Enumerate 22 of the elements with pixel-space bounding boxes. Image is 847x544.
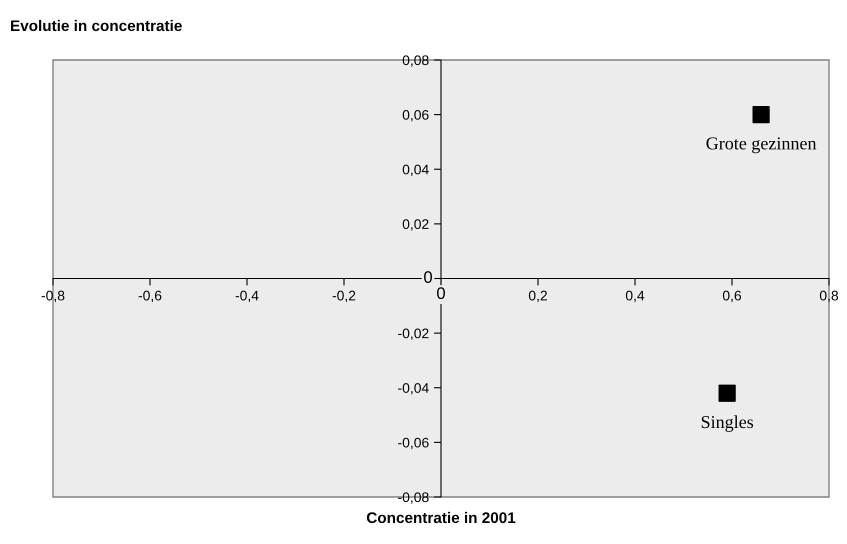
x-tick-label: 0,2 <box>528 290 547 302</box>
y-tick-label: 0,06 <box>402 110 429 122</box>
y-tick-label: 0,04 <box>402 164 429 176</box>
x-tick-label: 0,4 <box>626 290 644 302</box>
x-tick-label: 0,8 <box>820 290 838 302</box>
annotation: Grote gezinnen <box>706 137 816 154</box>
x-axis-title: Concentratie in 2001 <box>366 512 516 524</box>
y-tick-label: -0,06 <box>398 438 429 450</box>
x-tick-label: 0 <box>437 287 445 300</box>
y-tick-label: 0,02 <box>402 219 428 231</box>
x-tick-label: -0,2 <box>332 290 356 302</box>
x-tick-label: -0,4 <box>236 290 259 302</box>
x-tick-label: 0,6 <box>722 290 742 302</box>
annotation: Singles <box>702 415 754 432</box>
y-tick-label: -0,02 <box>398 328 428 340</box>
x-tick-label: -0,6 <box>138 290 162 302</box>
y-tick-label: -0,04 <box>398 383 429 395</box>
y-tick-label: -0,08 <box>398 492 429 504</box>
y-tick-label: 0,08 <box>402 55 429 67</box>
y-tick-label: 0 <box>424 271 432 283</box>
x-tick-label: -0,8 <box>42 290 64 302</box>
chart-title: Evolutie in concentratie <box>11 20 182 32</box>
